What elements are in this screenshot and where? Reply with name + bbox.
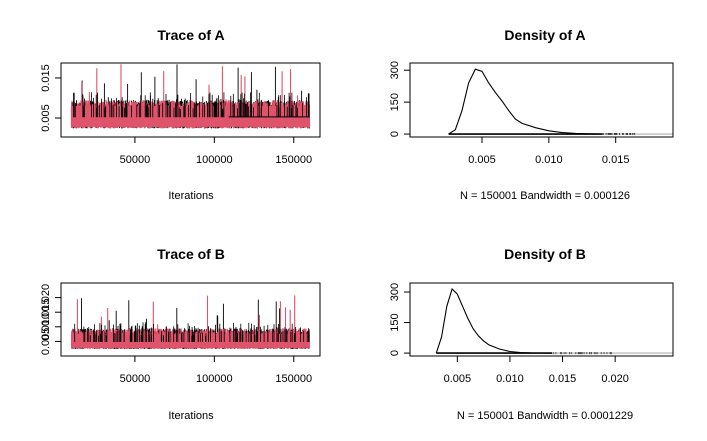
x-axis-label: Iterations bbox=[168, 190, 214, 202]
plot-area bbox=[435, 287, 673, 355]
plot-area bbox=[71, 295, 310, 349]
y-tick-label: 0.005 bbox=[40, 328, 52, 356]
y-tick-label: 0.015 bbox=[40, 298, 52, 326]
x-tick-label: 100000 bbox=[196, 154, 233, 166]
y-tick-label: 150 bbox=[389, 93, 401, 111]
chart-title: Density of A bbox=[504, 27, 585, 43]
panel-4: 0.005 0.010 0.015 0.020 0 150 300 Density of B N… bbox=[389, 246, 674, 422]
density-curve bbox=[448, 68, 603, 135]
density-curve bbox=[435, 287, 553, 354]
y-tick-label: 0.020 bbox=[40, 284, 52, 312]
chart-title: Density of B bbox=[504, 246, 586, 262]
x-tick-label: 150000 bbox=[275, 373, 312, 385]
x-tick-label: 0.010 bbox=[535, 154, 563, 166]
y-tick-label: 0.010 bbox=[40, 313, 52, 341]
x-tick-label: 0.015 bbox=[602, 154, 630, 166]
panel-1: 50000 100000 150000 0.005 0.015 Trace of A Ite… bbox=[40, 27, 321, 202]
x-axis-label: N = 150001 Bandwidth = 0.0001229 bbox=[457, 410, 633, 422]
x-tick-label: 0.020 bbox=[601, 373, 629, 385]
x-axis-label: Iterations bbox=[168, 410, 214, 422]
x-axis-label: N = 150001 Bandwidth = 0.000126 bbox=[460, 190, 630, 202]
x-tick-label: 0.005 bbox=[444, 373, 472, 385]
y-tick-label: 300 bbox=[389, 61, 401, 79]
x-tick-label: 0.015 bbox=[549, 373, 577, 385]
x-axis: 0.005 0.010 0.015 bbox=[468, 136, 630, 166]
x-tick-label: 100000 bbox=[196, 373, 233, 385]
panel-2: 0.005 0.010 0.015 0 150 300 Density of A N = 15… bbox=[389, 27, 674, 202]
y-tick-label: 0.005 bbox=[40, 104, 52, 132]
x-tick-label: 150000 bbox=[275, 154, 312, 166]
y-axis: 0 150 300 bbox=[389, 283, 411, 356]
y-axis: 0 150 300 bbox=[389, 61, 411, 137]
x-axis: 0.005 0.010 0.015 0.020 bbox=[444, 355, 629, 385]
plot-frame bbox=[409, 62, 674, 138]
x-tick-label: 0.010 bbox=[496, 373, 524, 385]
plot-frame bbox=[409, 282, 674, 357]
y-tick-label: 300 bbox=[389, 283, 401, 301]
x-axis: 50000 100000 150000 bbox=[120, 136, 312, 166]
chart-title: Trace of B bbox=[157, 246, 225, 262]
y-tick-label: 150 bbox=[389, 313, 401, 331]
x-tick-label: 50000 bbox=[120, 154, 151, 166]
trace-spikes bbox=[73, 92, 310, 118]
y-tick-label: 0.015 bbox=[40, 64, 52, 92]
x-tick-label: 50000 bbox=[120, 373, 151, 385]
x-tick-label: 0.005 bbox=[468, 154, 496, 166]
trace-spikes bbox=[74, 322, 310, 342]
chart-title: Trace of A bbox=[157, 27, 224, 43]
y-tick-label: 0 bbox=[389, 350, 401, 356]
y-tick-label: 0 bbox=[389, 131, 401, 137]
plot-area bbox=[70, 64, 310, 129]
y-axis: 0.005 0.015 bbox=[40, 64, 62, 132]
x-axis: 50000 100000 150000 bbox=[120, 355, 312, 385]
plot-area bbox=[448, 68, 673, 135]
